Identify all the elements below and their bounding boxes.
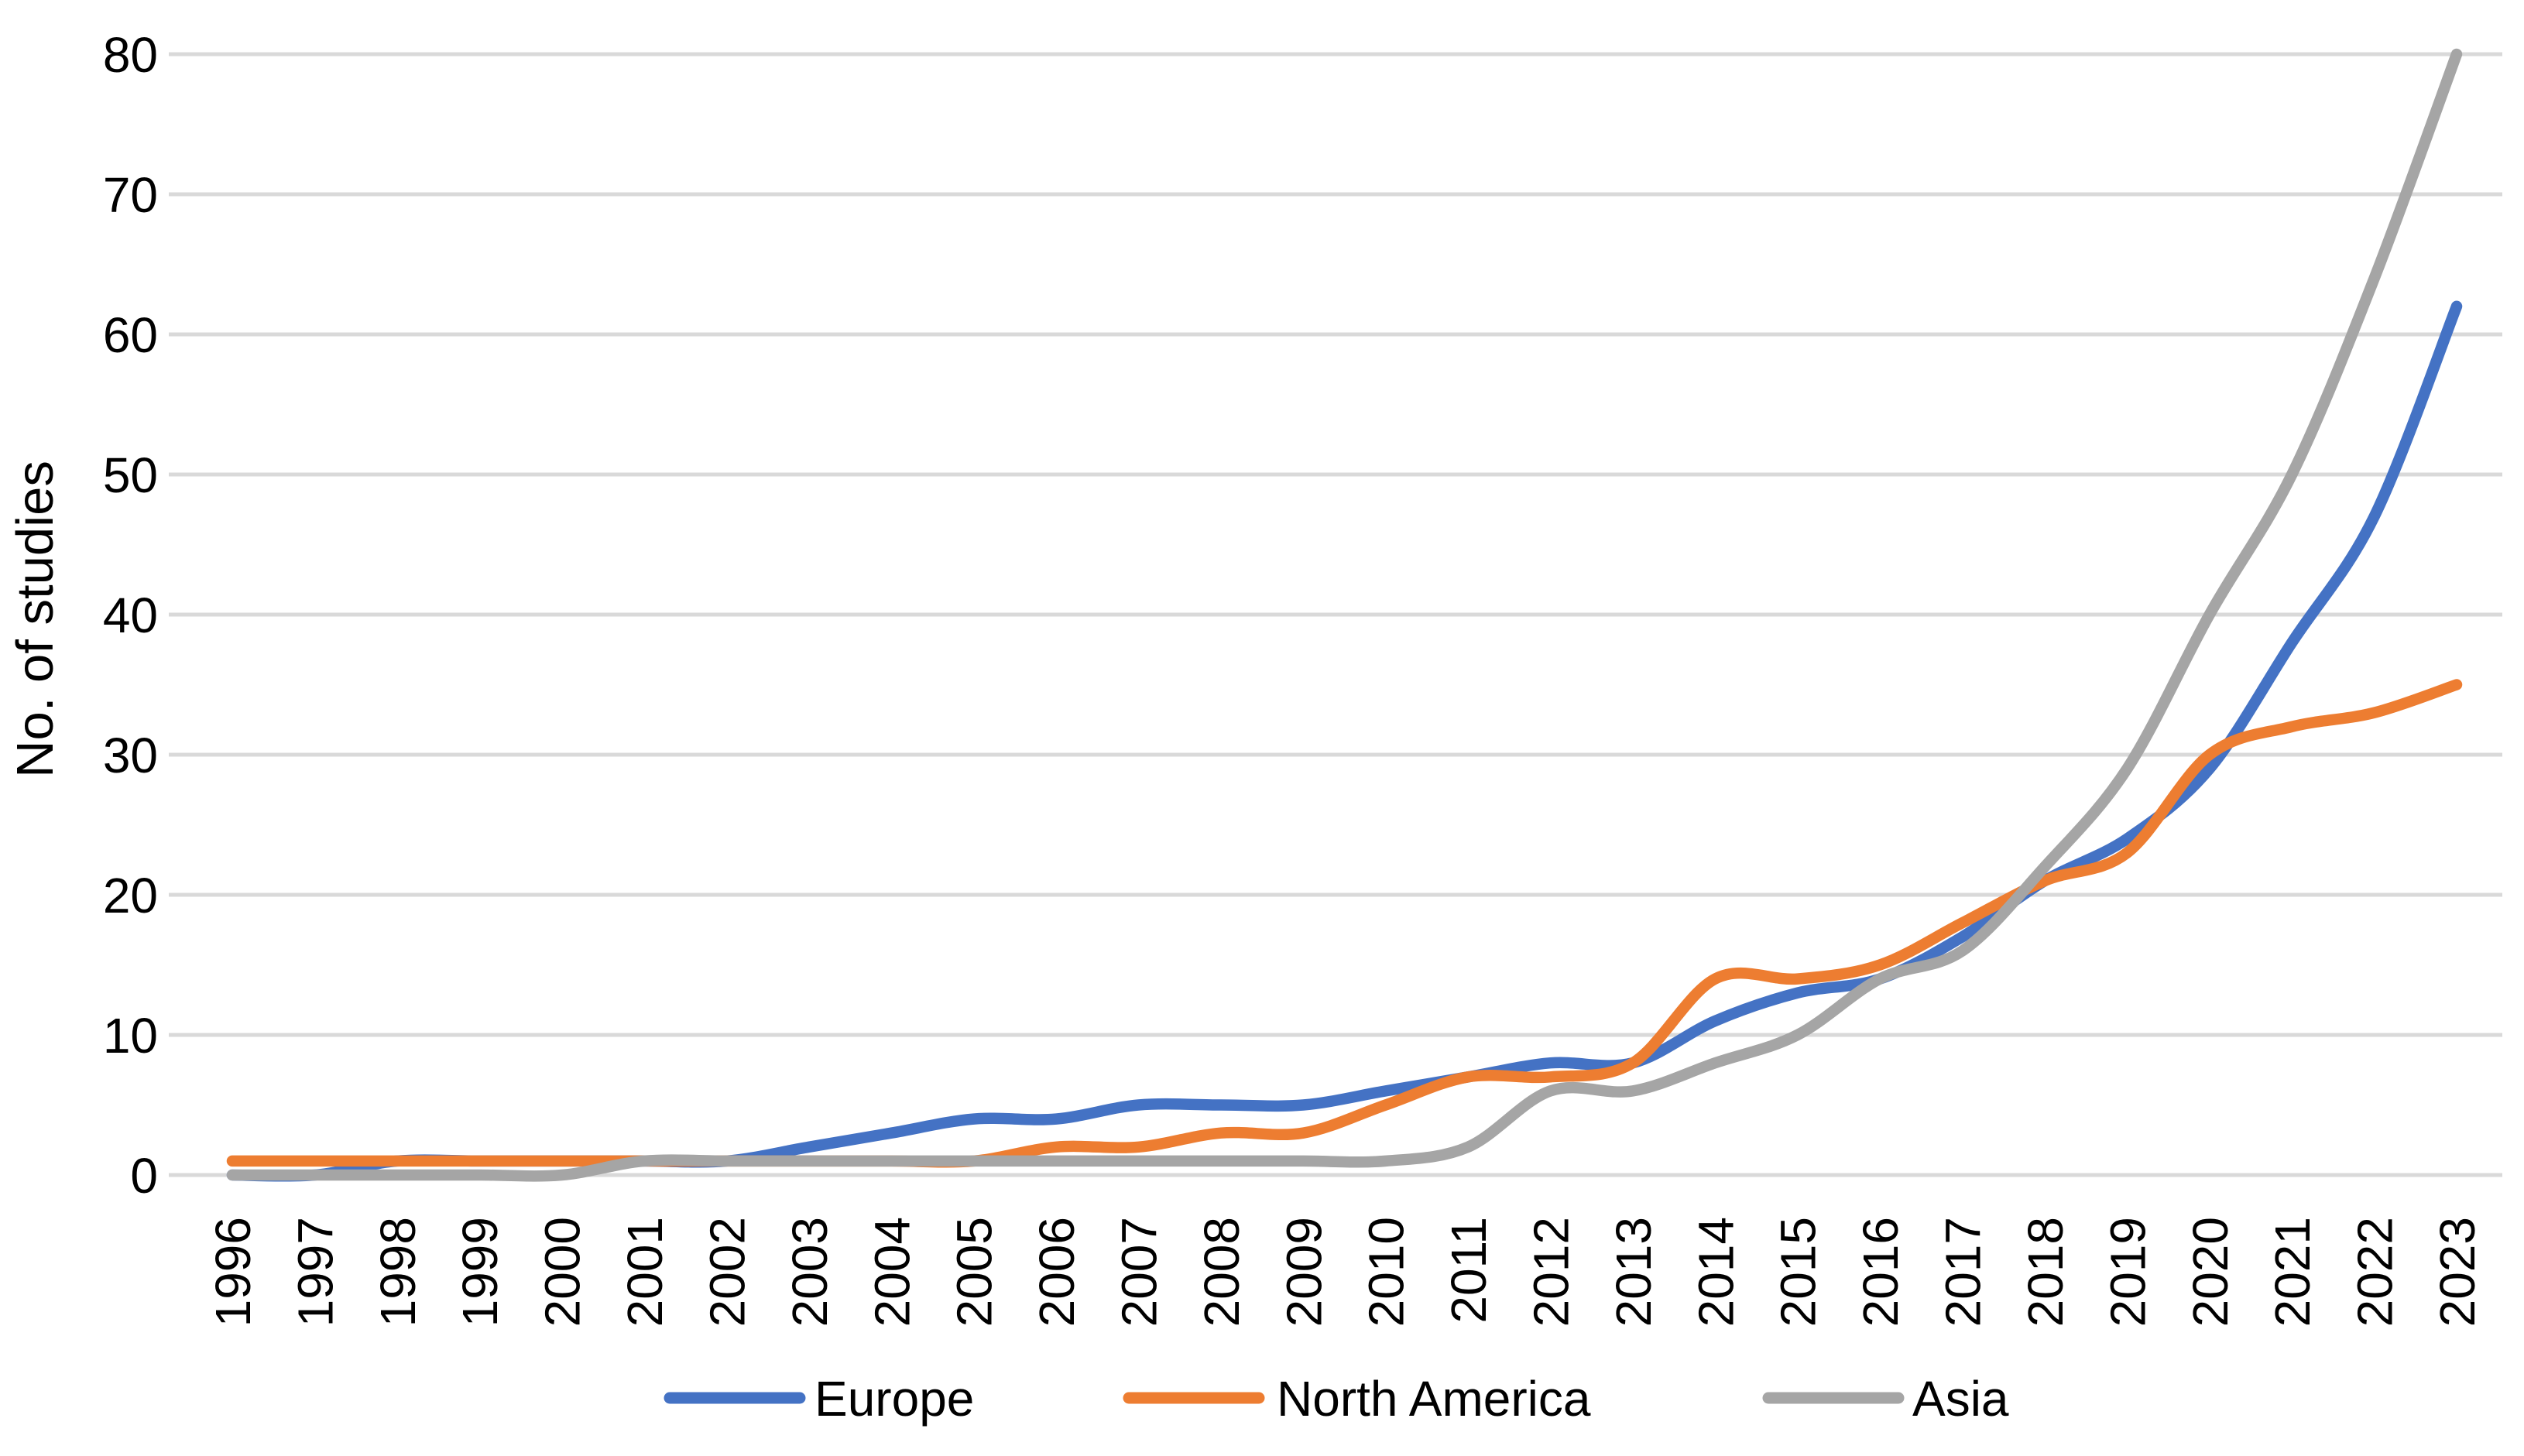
- legend-label-europe: Europe: [814, 1371, 974, 1427]
- y-axis-tick-0: 0: [130, 1148, 158, 1204]
- x-axis-tick-1997: 1997: [287, 1217, 343, 1327]
- x-axis-tick-2008: 2008: [1194, 1217, 1250, 1327]
- x-axis-tick-2021: 2021: [2265, 1217, 2320, 1327]
- x-axis-tick-2010: 2010: [1359, 1217, 1415, 1327]
- x-axis-tick-2001: 2001: [617, 1217, 673, 1327]
- y-axis-tick-30: 30: [103, 728, 158, 783]
- x-axis-tick-2006: 2006: [1029, 1217, 1085, 1327]
- series-line-europe: [226, 300, 2463, 1182]
- x-axis-tick-2020: 2020: [2183, 1217, 2238, 1327]
- legend-label-north-america: North America: [1277, 1371, 1591, 1427]
- x-axis-tick-1998: 1998: [370, 1217, 426, 1327]
- y-axis-tick-80: 80: [103, 27, 158, 83]
- x-axis-tick-2015: 2015: [1771, 1217, 1826, 1327]
- x-axis-tick-2016: 2016: [1853, 1217, 1908, 1327]
- x-axis-tick-2000: 2000: [535, 1217, 591, 1327]
- x-axis-tick-2003: 2003: [782, 1217, 838, 1327]
- y-axis-tick-70: 70: [103, 167, 158, 223]
- x-axis-tick-2002: 2002: [699, 1217, 755, 1327]
- y-axis-tick-20: 20: [103, 868, 158, 923]
- legend-label-asia: Asia: [1912, 1371, 2009, 1427]
- y-axis-tick-labels: 0 10 20 30 40 50 60 70 80: [103, 27, 158, 1204]
- series-lines: [226, 48, 2463, 1182]
- x-axis-tick-2013: 2013: [1606, 1217, 1662, 1327]
- y-axis-tick-10: 10: [103, 1008, 158, 1064]
- y-axis-title: No. of studies: [6, 461, 64, 778]
- y-axis-tick-50: 50: [103, 447, 158, 503]
- x-axis-tick-2009: 2009: [1276, 1217, 1332, 1327]
- x-axis-tick-2011: 2011: [1441, 1217, 1497, 1324]
- x-axis-tick-2018: 2018: [2018, 1217, 2073, 1327]
- legend: Europe North America Asia: [664, 1371, 2009, 1427]
- y-axis-tick-60: 60: [103, 307, 158, 363]
- series-line-asia: [226, 48, 2463, 1182]
- x-axis-tick-2005: 2005: [947, 1217, 1003, 1327]
- gridlines: [169, 52, 2502, 1177]
- x-axis-tick-2017: 2017: [1936, 1217, 1991, 1327]
- x-axis-tick-2012: 2012: [1524, 1217, 1579, 1327]
- x-axis-tick-2019: 2019: [2100, 1217, 2155, 1327]
- x-axis-tick-labels: 1996 1997 1998 1999 2000 2001 2002 2003 2004 2005…: [205, 1217, 2485, 1327]
- y-axis-tick-40: 40: [103, 588, 158, 643]
- x-axis-tick-2004: 2004: [864, 1217, 920, 1327]
- x-axis-tick-2022: 2022: [2347, 1217, 2403, 1327]
- x-axis-tick-1996: 1996: [205, 1217, 261, 1327]
- x-axis-tick-1999: 1999: [452, 1217, 508, 1327]
- x-axis-tick-2014: 2014: [1688, 1217, 1744, 1327]
- x-axis-tick-2023: 2023: [2430, 1217, 2485, 1327]
- x-axis-tick-2007: 2007: [1112, 1217, 1168, 1327]
